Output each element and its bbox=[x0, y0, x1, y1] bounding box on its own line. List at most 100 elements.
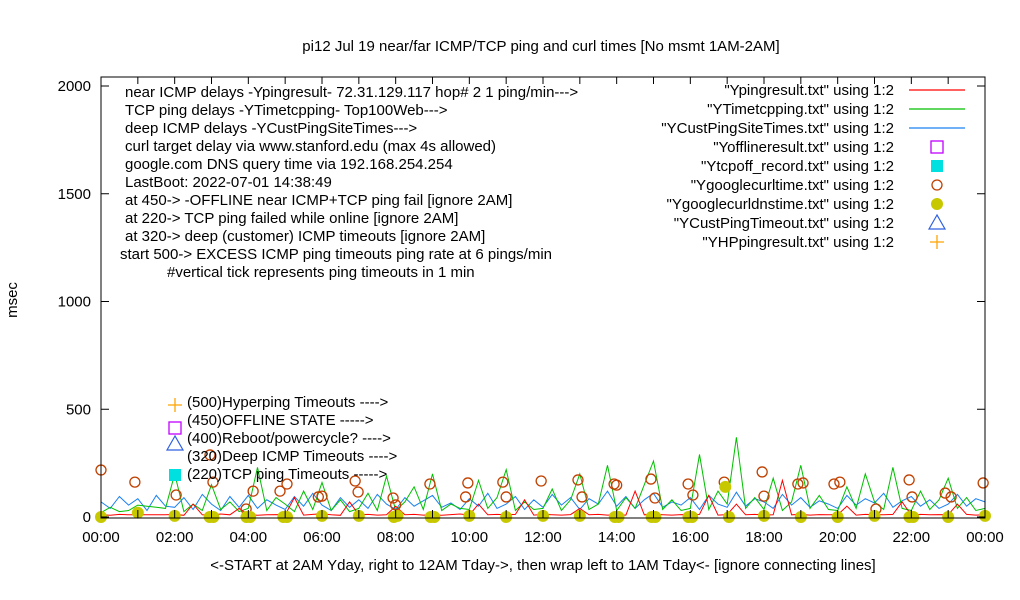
legend-sample-square-filled bbox=[931, 160, 943, 172]
legend-label: "Yofflineresult.txt" using 1:2 bbox=[713, 139, 894, 156]
legend-sample-circle-open bbox=[931, 179, 943, 191]
annotation-top-line: google.com DNS query time via 192.168.25… bbox=[125, 156, 453, 173]
annotation-top-line: #vertical tick represents ping timeouts … bbox=[167, 264, 475, 281]
curl-time-point-20 bbox=[535, 475, 547, 487]
curl-time-point-30 bbox=[756, 466, 768, 478]
x-tick-label: 22:00 bbox=[893, 529, 931, 546]
annotation-bottom-line: (220)TCP ping Timeouts -----> bbox=[187, 466, 387, 483]
annotation-top-line: at 220-> TCP ping failed while online [i… bbox=[125, 210, 458, 227]
annotation-icon-square-filled bbox=[169, 469, 181, 481]
annotation-bottom-line: (320)Deep ICMP Timeouts ----> bbox=[187, 448, 397, 465]
curl-time-point-39 bbox=[939, 487, 951, 499]
dns-time-point-4 bbox=[207, 511, 220, 523]
curl-time-point-16 bbox=[459, 491, 472, 503]
annotation-icon-plus-stroke bbox=[168, 398, 182, 412]
x-tick-label: 20:00 bbox=[819, 529, 857, 546]
y-tick-label: 1500 bbox=[58, 186, 91, 203]
annotation-top-line: curl target delay via www.stanford.edu (… bbox=[125, 138, 496, 155]
curl-time-point-41 bbox=[977, 477, 989, 489]
curl-time-point-21 bbox=[572, 474, 584, 486]
x-tick-label: 14:00 bbox=[598, 529, 636, 546]
curl-time-point-35 bbox=[834, 476, 846, 488]
chart-title: pi12 Jul 19 near/far ICMP/TCP ping and c… bbox=[302, 38, 779, 55]
curl-time-point-8 bbox=[281, 478, 293, 490]
dns-time-point-24 bbox=[686, 511, 699, 523]
curl-time-point-13 bbox=[387, 492, 399, 504]
curl-time-point-26 bbox=[649, 492, 661, 504]
legend-label: "YHPpingresult.txt" using 1:2 bbox=[702, 234, 894, 251]
x-tick-label: 06:00 bbox=[303, 529, 341, 546]
annotation-top-line: LastBoot: 2022-07-01 14:38:49 bbox=[125, 174, 332, 191]
annotation-top-line: TCP ping delays -YTimetcpping- Top100Web… bbox=[125, 102, 448, 119]
x-tick-label: 00:00 bbox=[82, 529, 120, 546]
curl-time-point-14 bbox=[390, 499, 402, 511]
legend: "Ypingresult.txt" using 1:2 "YTimetcpping… bbox=[661, 82, 965, 251]
curl-time-point-18 bbox=[497, 476, 509, 488]
dns-time-point-6 bbox=[244, 511, 257, 523]
curl-time-point-22 bbox=[576, 491, 588, 503]
annotation-bottom-line: (400)Reboot/powercycle? ----> bbox=[187, 430, 391, 447]
x-tick-label: 04:00 bbox=[230, 529, 268, 546]
dns-time-point-26 bbox=[723, 511, 736, 523]
legend-sample-circle-filled bbox=[931, 198, 943, 210]
curl-time-point-40 bbox=[945, 491, 957, 503]
legend-label: "YCustPingTimeout.txt" using 1:2 bbox=[674, 215, 894, 232]
annotation-top-line: at 320-> deep (customer) ICMP timeouts [… bbox=[125, 228, 485, 245]
x-tick-label: 00:00 bbox=[966, 529, 1004, 546]
x-tick-label: 16:00 bbox=[672, 529, 710, 546]
dns-time-point-32 bbox=[907, 511, 920, 523]
axes: 00:00 02:00 04:00 06:00 08:00 10:00 12:00 14:00… bbox=[58, 77, 1004, 546]
x-tick-label: 08:00 bbox=[377, 529, 415, 546]
x-tick-label: 10:00 bbox=[451, 529, 489, 546]
curl-time-point-17 bbox=[462, 477, 474, 489]
curl-time-point-25 bbox=[645, 473, 657, 485]
annotation-bottom-line: (450)OFFLINE STATE -----> bbox=[187, 412, 374, 429]
legend-sample-plus bbox=[930, 235, 944, 249]
legend-label: "Ygooglecurltime.txt" using 1:2 bbox=[691, 177, 894, 194]
annotation-top-line: start 500-> EXCESS ICMP ping timeouts pi… bbox=[120, 246, 552, 263]
curl-time-point-1 bbox=[129, 476, 141, 488]
curl-time-point-7 bbox=[274, 485, 286, 497]
dns-time-point-25 bbox=[719, 480, 732, 493]
dns-time-point-8 bbox=[281, 511, 294, 523]
annotations-bottom: (500)Hyperping Timeouts ---->(450)OFFLIN… bbox=[165, 394, 397, 483]
legend-label: "YTimetcpping.txt" using 1:2 bbox=[707, 101, 894, 118]
legend-sample-plus-stroke bbox=[930, 235, 944, 249]
curl-time-point-28 bbox=[687, 489, 699, 501]
dns-time-point-20 bbox=[612, 511, 625, 523]
y-tick-label: 500 bbox=[66, 401, 91, 418]
curl-time-point-6 bbox=[247, 485, 259, 497]
curl-time-point-31 bbox=[758, 490, 770, 502]
curl-time-point-37 bbox=[903, 474, 915, 486]
legend-sample-square-open bbox=[930, 140, 944, 154]
curl-time-point-3 bbox=[204, 449, 216, 461]
curl-time-point-34 bbox=[828, 478, 840, 490]
annotation-top-line: near ICMP delays -Ypingresult- 72.31.129… bbox=[125, 84, 578, 101]
x-tick-label: 02:00 bbox=[156, 529, 194, 546]
annotation-top-line: deep ICMP delays -YCustPingSiteTimes---> bbox=[125, 120, 417, 137]
legend-label: "Ytcpoff_record.txt" using 1:2 bbox=[701, 158, 894, 175]
legend-sample-triangle-open bbox=[927, 213, 947, 230]
curl-time-point-10 bbox=[316, 490, 328, 502]
dns-time-point-12 bbox=[391, 509, 404, 522]
y-tick-label: 1000 bbox=[58, 294, 91, 311]
legend-label: "YCustPingSiteTimes.txt" using 1:2 bbox=[661, 120, 894, 137]
annotation-bottom-line: (500)Hyperping Timeouts ----> bbox=[187, 394, 389, 411]
annotations-top: near ICMP delays -Ypingresult- 72.31.129… bbox=[120, 84, 578, 281]
curl-time-point-24 bbox=[611, 479, 623, 491]
annotation-icon-triangle-open bbox=[165, 434, 185, 451]
y-tick-label: 2000 bbox=[58, 78, 91, 95]
curl-time-point-27 bbox=[682, 478, 694, 490]
curl-time-point-11 bbox=[349, 475, 361, 487]
legend-label: "Ypingresult.txt" using 1:2 bbox=[724, 82, 894, 99]
y-tick-label: 0 bbox=[83, 509, 91, 526]
x-tick-label: 18:00 bbox=[745, 529, 783, 546]
curl-time-point-33 bbox=[797, 477, 809, 489]
y-axis-label: msec bbox=[4, 282, 21, 318]
curl-time-point-15 bbox=[424, 478, 436, 490]
curl-time-point-38 bbox=[906, 491, 918, 503]
annotation-icon-plus bbox=[168, 398, 182, 412]
dns-time-point-14 bbox=[428, 511, 441, 523]
annotation-top-line: at 450-> -OFFLINE near ICMP+TCP ping fai… bbox=[125, 192, 512, 209]
curl-time-point-19 bbox=[500, 491, 512, 503]
